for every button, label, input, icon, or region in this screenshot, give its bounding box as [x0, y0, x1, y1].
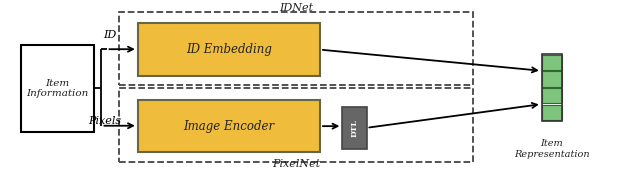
Text: DTL: DTL [351, 119, 358, 137]
Bar [138, 23, 320, 76]
Bar [541, 88, 562, 103]
Text: Image Encoder: Image Encoder [184, 120, 275, 133]
Text: IDNet: IDNet [280, 3, 314, 13]
Text: ID Embedding: ID Embedding [186, 43, 272, 56]
Text: Item
Information: Item Information [26, 79, 88, 98]
Bar [541, 71, 562, 87]
Bar [342, 107, 367, 149]
Bar [119, 88, 473, 162]
Text: PixelNet: PixelNet [272, 159, 321, 169]
Bar [541, 105, 562, 120]
Bar [541, 54, 562, 121]
Bar [138, 100, 320, 152]
Bar [20, 45, 94, 131]
Text: Item
Representation: Item Representation [514, 139, 590, 159]
Text: Pixels: Pixels [88, 116, 121, 126]
Text: ID: ID [103, 30, 116, 40]
Bar [119, 12, 473, 85]
Bar [541, 55, 562, 70]
